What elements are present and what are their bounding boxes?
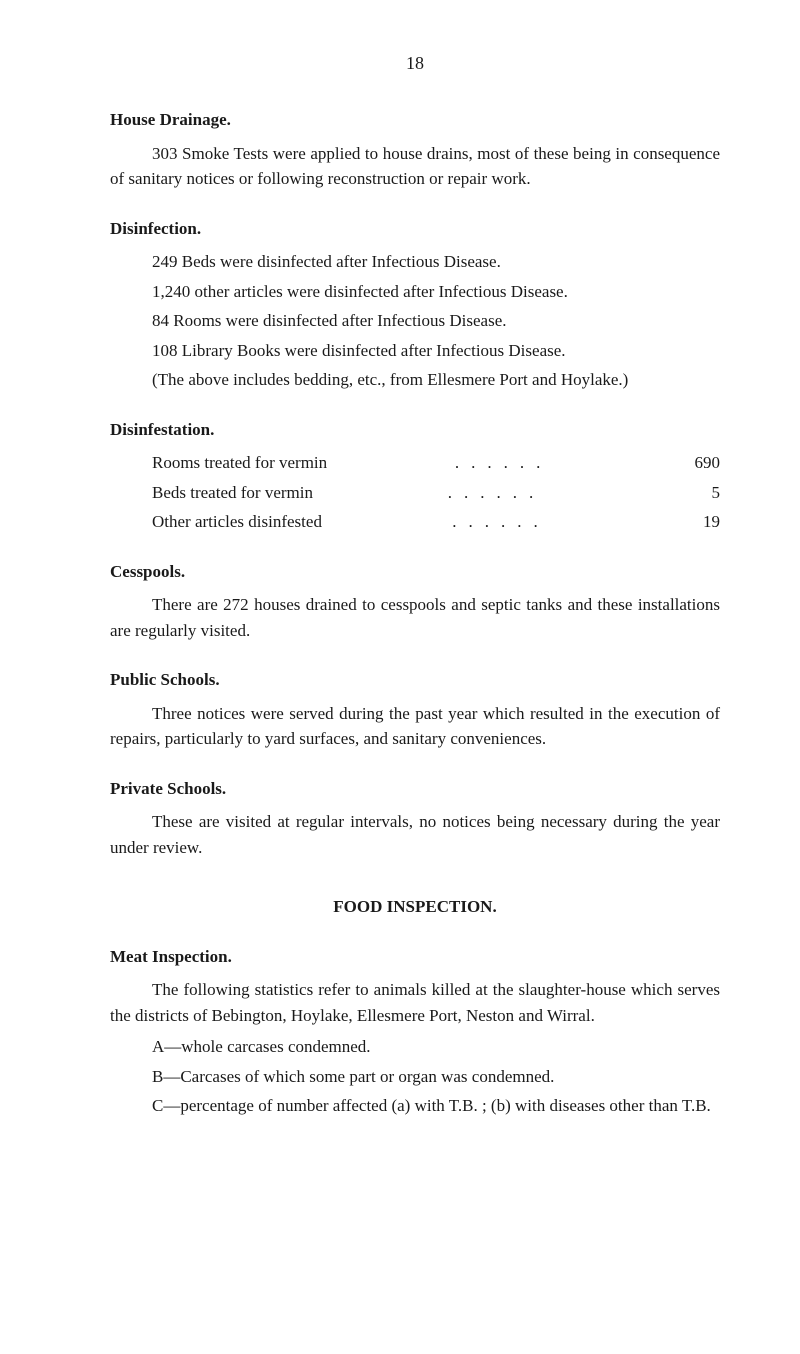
disinfestation-dots: ......	[327, 450, 660, 476]
cesspools-heading: Cesspools.	[110, 559, 720, 585]
cesspools-text: There are 272 houses drained to cesspool…	[110, 592, 720, 643]
disinfestation-row: Other articles disinfested ...... 19	[110, 509, 720, 535]
private-schools-heading: Private Schools.	[110, 776, 720, 802]
disinfestation-value: 5	[660, 480, 720, 506]
meat-inspection-text: The following statistics refer to animal…	[110, 977, 720, 1028]
disinfection-line-2: 1,240 other articles were disinfected af…	[110, 279, 720, 305]
disinfection-line-3: 84 Rooms were disinfected after Infectio…	[110, 308, 720, 334]
disinfestation-dots: ......	[313, 480, 660, 506]
house-drainage-heading: House Drainage.	[110, 107, 720, 133]
disinfection-note: (The above includes bedding, etc., from …	[110, 367, 720, 393]
disinfection-line-4: 108 Library Books were disinfected after…	[110, 338, 720, 364]
disinfection-line-1: 249 Beds were disinfected after Infectio…	[110, 249, 720, 275]
public-schools-text: Three notices were served during the pas…	[110, 701, 720, 752]
disinfestation-heading: Disinfestation.	[110, 417, 720, 443]
page-number: 18	[110, 50, 720, 77]
private-schools-text: These are visited at regular intervals, …	[110, 809, 720, 860]
disinfestation-value: 690	[660, 450, 720, 476]
disinfestation-label: Beds treated for vermin	[152, 480, 313, 506]
public-schools-heading: Public Schools.	[110, 667, 720, 693]
house-drainage-text: 303 Smoke Tests were applied to house dr…	[110, 141, 720, 192]
disinfestation-row: Rooms treated for vermin ...... 690	[110, 450, 720, 476]
disinfestation-label: Other articles disinfested	[152, 509, 322, 535]
disinfestation-value: 19	[660, 509, 720, 535]
meat-inspection-heading: Meat Inspection.	[110, 944, 720, 970]
disinfection-heading: Disinfection.	[110, 216, 720, 242]
disinfestation-label: Rooms treated for vermin	[152, 450, 327, 476]
meat-item-c: C—percentage of number affected (a) with…	[110, 1093, 720, 1119]
meat-item-a: A—whole carcases condemned.	[110, 1034, 720, 1060]
meat-item-b: B—Carcases of which some part or organ w…	[110, 1064, 720, 1090]
disinfestation-dots: ......	[322, 509, 660, 535]
disinfestation-row: Beds treated for vermin ...... 5	[110, 480, 720, 506]
food-inspection-heading: FOOD INSPECTION.	[110, 894, 720, 920]
